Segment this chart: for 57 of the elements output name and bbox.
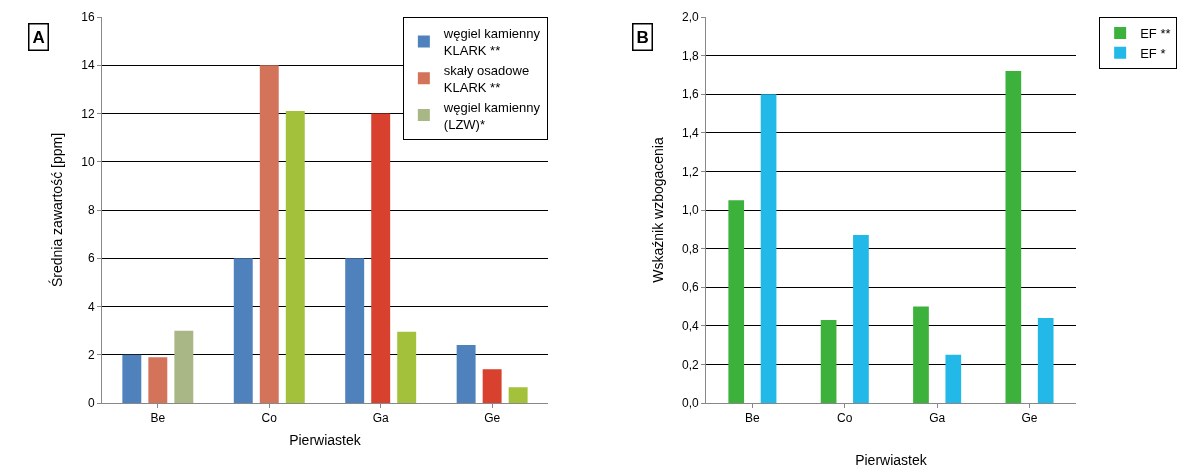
legend-label: EF * [1140,45,1166,61]
legend-label: EF ** [1140,26,1171,42]
y-tick-label: 2 [88,347,96,362]
bar [1037,318,1054,403]
x-tick-label: Co [261,411,278,426]
bar [760,94,777,403]
x-tick-label: Be [745,411,761,426]
y-tick-label: 1,0 [682,203,700,218]
y-tick-label: 1,8 [682,48,700,63]
y-tick-label: 0,4 [682,319,700,333]
x-axis-title: Pierwiastek [289,431,362,448]
x-tick-label: Ga [929,411,946,426]
bar [456,345,476,403]
bar [122,354,142,403]
bar [148,357,168,403]
bar [345,258,365,403]
x-tick-label: Ge [1021,411,1038,426]
x-tick-label: Be [150,411,166,426]
y-tick-label: 0,8 [682,241,700,256]
y-tick-label: 12 [81,106,96,121]
bar [233,258,253,403]
bar [728,200,745,403]
x-tick-label: Ga [372,411,390,426]
y-tick-label: 4 [88,299,96,314]
y-tick-label: 1,6 [682,87,700,102]
y-tick-label: 16 [81,10,96,25]
text: B [636,27,649,47]
bar [508,387,528,403]
x-axis-title: Pierwiastek [855,451,928,468]
bar [820,320,837,403]
y-tick-label: 0,0 [682,396,700,411]
y-tick-label: 8 [88,203,96,218]
bar [1005,71,1022,403]
y-tick-label: 0,6 [682,280,700,295]
y-axis-title: Średnia zawartość [ppm] [47,132,65,288]
y-tick-label: 14 [81,58,96,73]
text: A [32,27,45,47]
y-tick-label: 0,2 [682,357,700,372]
y-tick-label: 2,0 [682,10,700,25]
legend-label: węgiel kamienny (LZW)* [442,99,541,132]
y-tick-label: 1,2 [682,164,700,179]
bar [482,369,502,403]
x-tick-label: Co [837,411,853,426]
x-tick-label: Ge [484,411,501,426]
bar [913,306,929,403]
y-axis-title: Wskaźnik wzbogacenia [649,137,666,283]
bar [285,111,305,403]
y-tick-label: 0 [88,396,96,411]
y-tick-label: 1,4 [682,126,700,140]
bar [945,354,962,403]
bar [853,235,869,403]
y-tick-label: 6 [88,251,96,266]
y-tick-label: 10 [81,154,96,169]
bar [371,113,391,403]
bar [397,331,417,403]
bar [174,330,194,403]
bar [259,65,279,403]
